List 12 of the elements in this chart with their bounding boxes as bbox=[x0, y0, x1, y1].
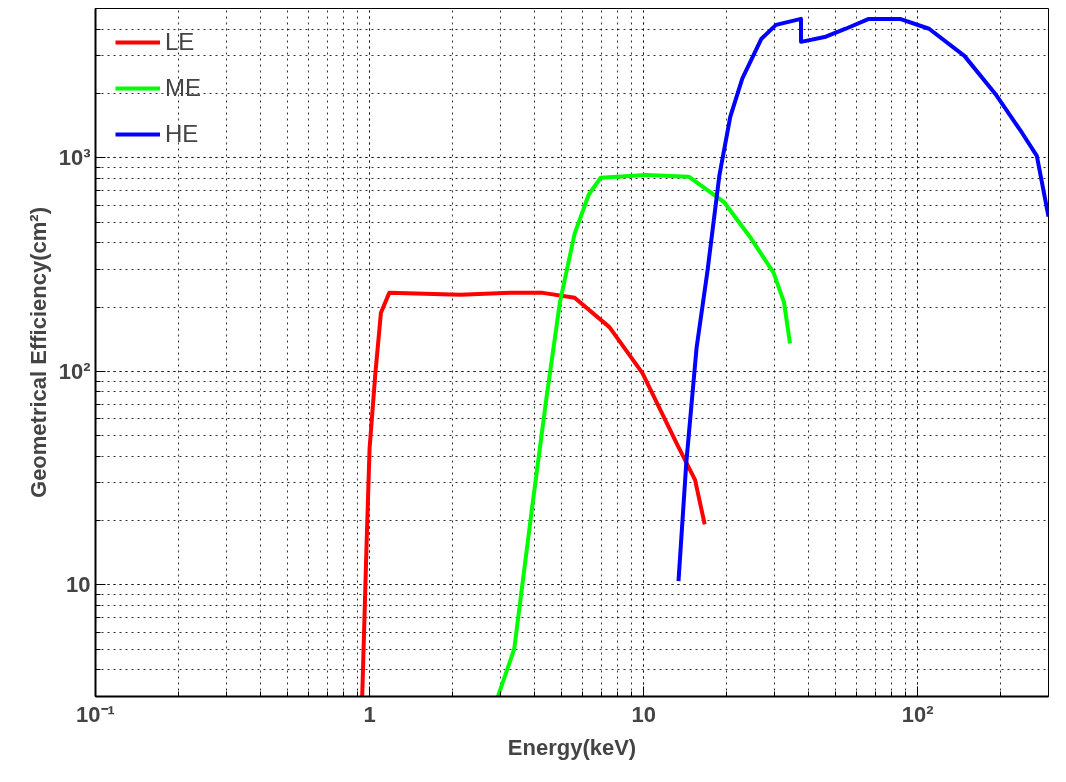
x-axis-title: Energy(keV) bbox=[507, 734, 637, 760]
legend-label: LE bbox=[165, 28, 195, 56]
y-tick-label: 10 bbox=[66, 572, 91, 598]
x-tick-label: 10 bbox=[631, 701, 656, 727]
x-tick-label: 10² bbox=[901, 701, 934, 727]
x-tick-label: 1 bbox=[363, 701, 376, 727]
y-tick-label: 10³ bbox=[58, 145, 91, 171]
x-tick-label: 10⁻¹ bbox=[76, 701, 115, 727]
y-tick-label: 10² bbox=[58, 358, 91, 384]
legend-label: ME bbox=[165, 74, 201, 102]
y-axis-title: Geometrical Efficiency(cm²) bbox=[25, 207, 51, 498]
legend-label: HE bbox=[165, 120, 199, 148]
